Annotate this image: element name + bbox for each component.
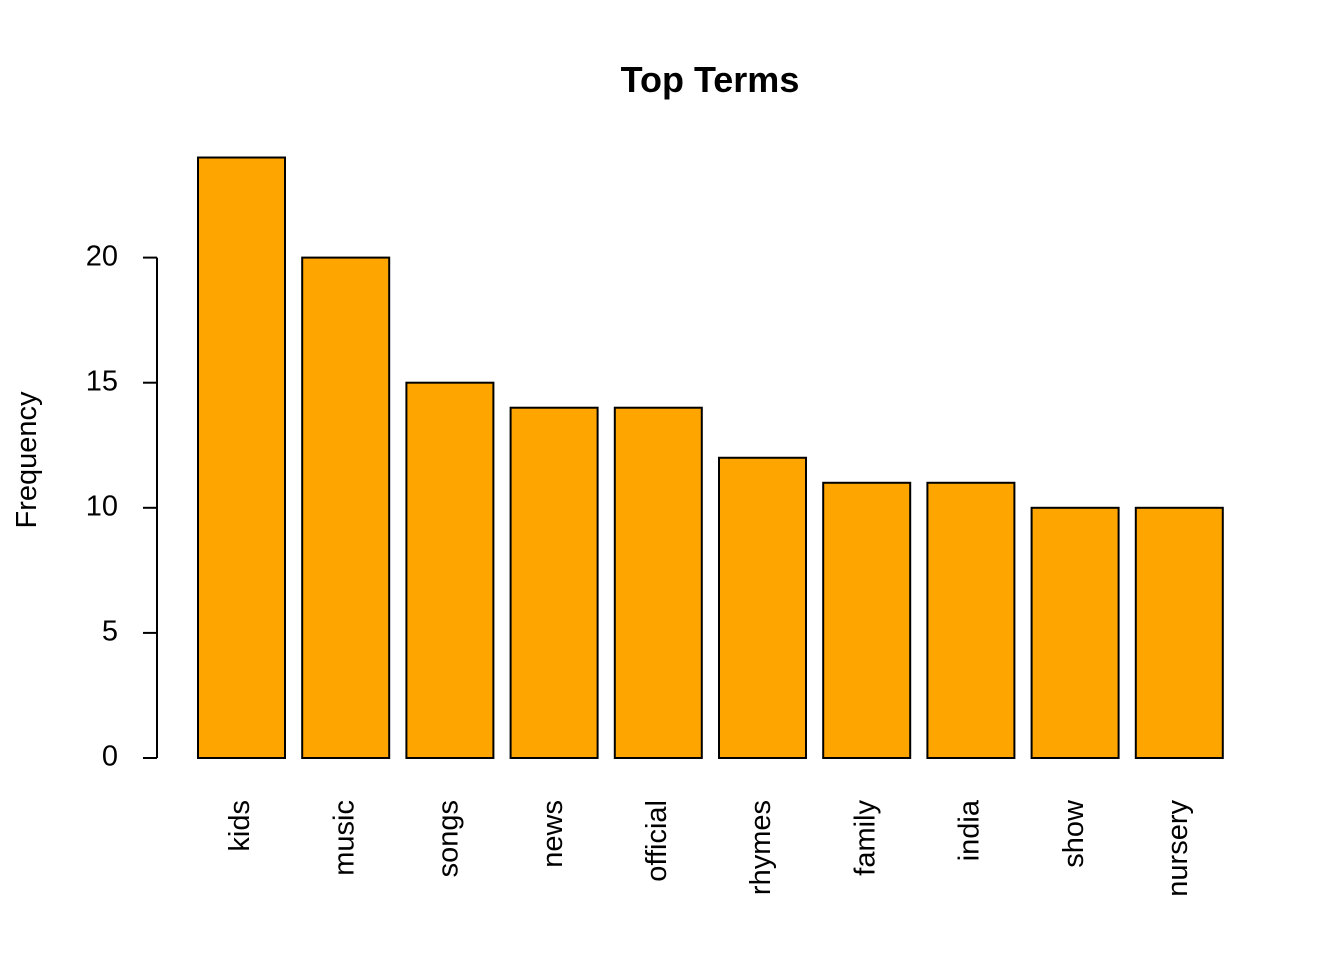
category-label-news: news (537, 800, 569, 868)
category-label-kids: kids (224, 800, 256, 852)
category-labels-group: kids music songs news official rhymes family in… (224, 799, 1194, 897)
category-label-show: show (1058, 799, 1090, 868)
bars-group (197, 156, 1224, 759)
y-tick-label: 10 (86, 490, 118, 522)
category-label-official: official (641, 800, 673, 882)
y-tick-label: 0 (102, 741, 118, 773)
bar-kids (197, 156, 286, 759)
y-tick-label: 20 (86, 240, 118, 272)
bar-official (613, 406, 703, 759)
category-label-music: music (328, 800, 360, 876)
y-tick-label: 5 (102, 616, 118, 648)
category-label-songs: songs (433, 800, 465, 877)
bar-news (509, 406, 599, 759)
chart-title: Top Terms (621, 59, 800, 100)
y-axis-label: Frequency (11, 391, 43, 529)
y-axis: 0 5 10 15 20 (86, 240, 158, 773)
bar-music (301, 256, 391, 759)
y-tick-label: 15 (86, 365, 118, 397)
bar-family (822, 481, 912, 759)
bar-india (926, 481, 1016, 759)
bar-show (1030, 506, 1120, 759)
bar-songs (405, 381, 495, 759)
category-label-family: family (849, 800, 881, 876)
category-label-india: india (954, 799, 986, 861)
category-label-nursery: nursery (1162, 800, 1194, 897)
bar-nursery (1134, 506, 1224, 759)
category-label-rhymes: rhymes (745, 800, 777, 895)
bar-rhymes (718, 456, 807, 759)
